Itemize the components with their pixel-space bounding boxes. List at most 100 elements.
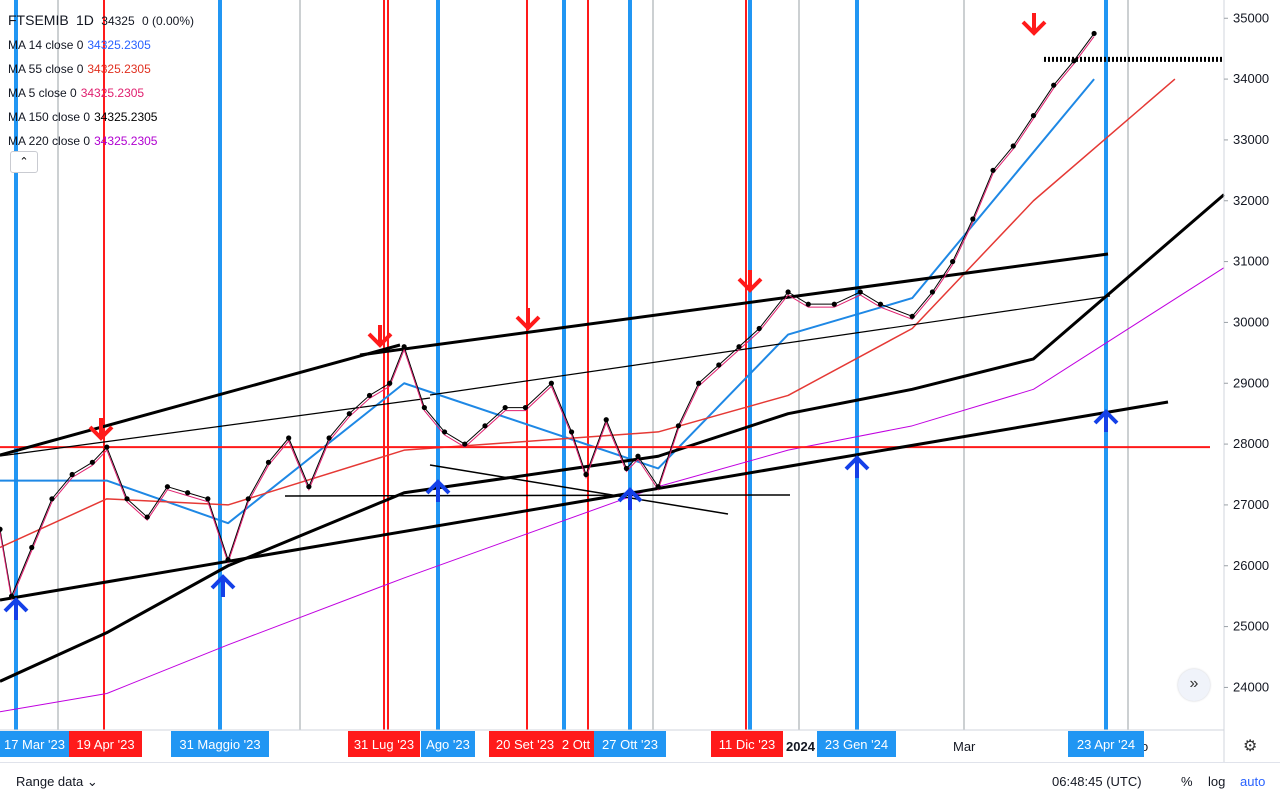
date-tag[interactable]: Ago '23 bbox=[421, 731, 475, 757]
red-arrow-down-icon bbox=[515, 308, 541, 331]
price-tick-label: 35000 bbox=[1233, 10, 1269, 25]
price-tick-label: 31000 bbox=[1233, 254, 1269, 269]
gear-icon[interactable]: ⚙ bbox=[1243, 738, 1258, 755]
price-point bbox=[29, 544, 35, 551]
legend-ma-14[interactable]: MA 14 close 0 34325.2305 bbox=[8, 33, 198, 57]
price-point bbox=[1091, 30, 1097, 37]
red-arrow-down-icon-head bbox=[515, 315, 541, 331]
price-point bbox=[831, 301, 837, 307]
date-tag[interactable]: 20 Set '23 bbox=[489, 731, 561, 757]
price-point bbox=[1030, 112, 1037, 119]
date-tag-bg bbox=[711, 731, 783, 757]
date-tag-bg bbox=[348, 731, 420, 757]
range-data-dropdown[interactable]: Range data ⌄ bbox=[16, 774, 98, 790]
ma-220-value: 34325.2305 bbox=[94, 134, 158, 148]
price-point bbox=[306, 484, 312, 490]
price-point bbox=[990, 167, 996, 173]
price-point bbox=[635, 453, 641, 459]
price-tick-label: 24000 bbox=[1233, 679, 1269, 694]
legend-collapse-button[interactable]: ⌃ bbox=[10, 151, 38, 173]
log-toggle[interactable]: log bbox=[1208, 774, 1226, 789]
interval-label[interactable]: 1D bbox=[76, 12, 94, 28]
blue-arrow-up-icon-head bbox=[210, 574, 236, 590]
price-tick-label: 28000 bbox=[1233, 436, 1269, 451]
ma-5-line bbox=[0, 36, 1095, 601]
price-point bbox=[522, 404, 528, 411]
price-point bbox=[950, 258, 956, 265]
price-point bbox=[69, 471, 75, 478]
date-tag-bg bbox=[489, 731, 561, 757]
price-point bbox=[0, 526, 3, 532]
blue-arrow-up-icon bbox=[844, 455, 870, 478]
price-point bbox=[1051, 82, 1057, 88]
blue-arrow-up-icon bbox=[3, 597, 29, 620]
price-point bbox=[185, 490, 191, 496]
trend-line bbox=[0, 397, 431, 457]
price-point bbox=[675, 423, 681, 429]
price-point bbox=[756, 325, 762, 332]
chart-canvas[interactable]: 35000 34000 33000 32000 31000 30000 29000 28000… bbox=[0, 0, 1280, 762]
date-tag[interactable]: 11 Dic '23 bbox=[711, 731, 783, 757]
date-tag[interactable]: 27 Ott '23 bbox=[594, 731, 666, 757]
date-tag[interactable]: 31 Maggio '23 bbox=[171, 731, 269, 757]
price-point bbox=[482, 423, 488, 429]
price-tick-label: 33000 bbox=[1233, 132, 1269, 147]
blue-arrow-up-icon-head bbox=[844, 455, 870, 471]
price-point bbox=[857, 289, 863, 295]
blue-arrow-up-icon bbox=[210, 574, 236, 597]
ma-line-ma-55 bbox=[0, 78, 1176, 549]
date-tag[interactable]: 17 Mar '23 bbox=[0, 731, 69, 757]
price-point bbox=[1010, 143, 1016, 149]
legend-ma-5[interactable]: MA 5 close 0 34325.2305 bbox=[8, 81, 198, 105]
red-arrow-down-icon-head bbox=[88, 425, 114, 441]
price-point bbox=[245, 496, 251, 502]
price-point bbox=[124, 496, 130, 502]
price-point bbox=[568, 429, 575, 435]
blue-arrow-up-icon-head bbox=[1093, 409, 1119, 425]
ma-55-value: 34325.2305 bbox=[87, 62, 151, 76]
symbol-name[interactable]: FTSEMIB bbox=[8, 12, 69, 28]
red-arrow-down-icon-head bbox=[1021, 20, 1047, 36]
price-point bbox=[736, 344, 742, 350]
date-tag[interactable]: 19 Apr '23 bbox=[69, 731, 142, 757]
price-point bbox=[805, 301, 811, 307]
auto-toggle[interactable]: auto bbox=[1240, 774, 1266, 789]
double-chevron-right-icon: » bbox=[1189, 675, 1199, 692]
ma-5-label: MA 5 close 0 bbox=[8, 86, 77, 100]
range-label: Range data bbox=[16, 774, 84, 789]
price-point bbox=[696, 380, 702, 386]
ma-line-ma-220 bbox=[0, 267, 1225, 713]
utc-clock[interactable]: 06:48:45 (UTC) bbox=[1052, 774, 1142, 789]
price-point bbox=[603, 417, 609, 423]
price-point bbox=[502, 404, 508, 411]
date-tag-label: 23 Gen '24 bbox=[825, 737, 888, 752]
date-tag-bg bbox=[0, 731, 69, 757]
price-tick-label: 26000 bbox=[1233, 558, 1269, 573]
percent-toggle[interactable]: % bbox=[1181, 774, 1193, 789]
ma-line-ma-14 bbox=[0, 78, 1095, 525]
price-point bbox=[144, 514, 150, 520]
red-arrow-down-icon bbox=[88, 418, 114, 441]
legend-ma-55[interactable]: MA 55 close 0 34325.2305 bbox=[8, 57, 198, 81]
price-tick-label: 32000 bbox=[1233, 193, 1269, 208]
price-point bbox=[8, 593, 15, 599]
trend-line bbox=[0, 343, 401, 457]
date-tag[interactable]: 31 Lug '23 bbox=[348, 731, 420, 757]
legend-ma-150[interactable]: MA 150 close 0 34325.2305 bbox=[8, 105, 198, 129]
chevron-up-icon: ⌃ bbox=[19, 156, 29, 168]
blue-arrow-up-icon-head bbox=[3, 597, 29, 613]
date-tag-label: 20 Set '23 bbox=[496, 737, 554, 752]
ma-14-value: 34325.2305 bbox=[87, 38, 151, 52]
ma-55-label: MA 55 close 0 bbox=[8, 62, 84, 76]
trend-line bbox=[0, 400, 1169, 602]
price-point bbox=[265, 459, 272, 465]
date-tag[interactable]: 2 Ott bbox=[558, 731, 594, 757]
date-tag[interactable]: 23 Gen '24 bbox=[817, 731, 896, 757]
date-tag-label: 31 Lug '23 bbox=[354, 737, 414, 752]
date-tag[interactable]: 23 Apr '24 bbox=[1068, 731, 1144, 757]
price-point bbox=[225, 557, 231, 563]
date-tag-label: 11 Dic '23 bbox=[719, 737, 775, 752]
date-tag-label: Ago '23 bbox=[426, 737, 470, 752]
legend-ma-220[interactable]: MA 220 close 0 34325.2305 bbox=[8, 129, 198, 153]
scroll-to-realtime-button[interactable]: » bbox=[1178, 669, 1210, 701]
